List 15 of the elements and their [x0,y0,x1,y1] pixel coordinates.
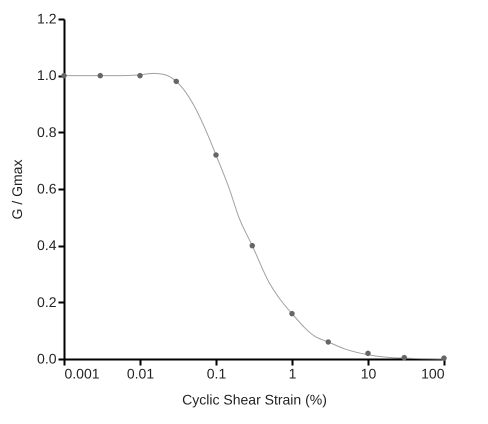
y-tick-label: 1.2 [37,10,57,26]
x-tick-label: 100 [421,366,445,382]
x-tick-label: 0.1 [206,366,226,382]
x-tick-label: 10 [360,366,376,382]
y-tick-label: 0.8 [37,124,57,140]
y-tick-label: 0.0 [37,350,57,366]
y-tick-label: 0.4 [37,237,57,254]
y-tick-label: 0.2 [37,294,57,310]
x-tick-label: 1 [288,366,297,382]
x-axis-title: Cyclic Shear Strain (%) [182,392,327,408]
x-tick-label: 0.01 [126,366,154,382]
y-axis-title: G / Gmax [9,160,26,220]
y-tick-label: 0.6 [37,180,57,196]
x-tick-label: 0.001 [64,366,100,382]
y-tick-label: 1.0 [37,67,57,84]
